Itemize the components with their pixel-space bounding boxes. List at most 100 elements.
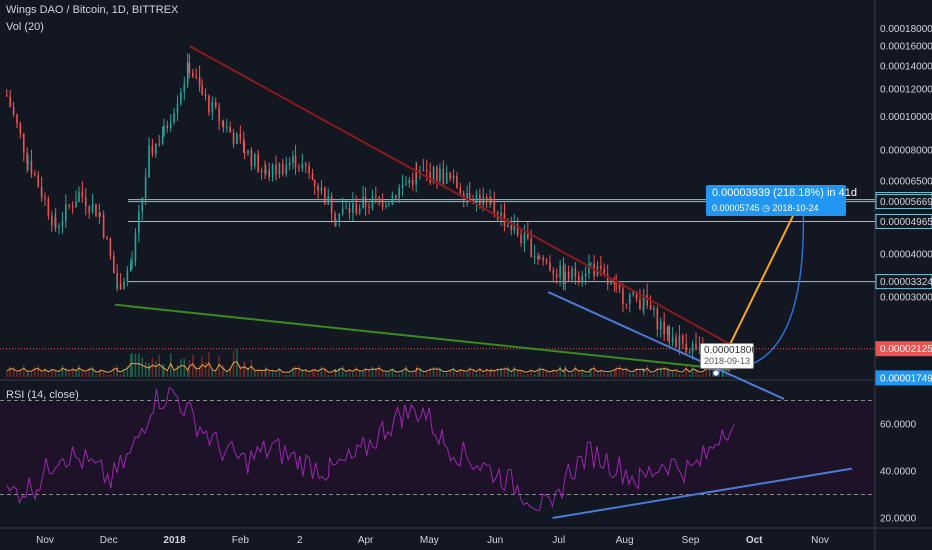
volume-bar bbox=[106, 374, 108, 377]
time-tick-label: Nov bbox=[36, 535, 54, 546]
candle-body bbox=[462, 193, 465, 199]
candle-body bbox=[698, 347, 701, 350]
volume-bar bbox=[439, 368, 441, 377]
volume-bar bbox=[510, 374, 513, 377]
candle-body bbox=[411, 179, 414, 185]
candle-body bbox=[99, 213, 102, 215]
candle-body bbox=[232, 132, 235, 145]
volume-bar bbox=[301, 371, 304, 377]
volume-bar bbox=[313, 368, 316, 377]
candle-body bbox=[126, 270, 129, 282]
candle-body bbox=[646, 294, 648, 306]
candle-body bbox=[218, 107, 220, 122]
time-tick-label: Feb bbox=[232, 535, 250, 546]
volume-bar bbox=[449, 370, 451, 377]
volume-bar bbox=[537, 369, 539, 377]
volume-bar bbox=[282, 374, 284, 377]
candle-body bbox=[449, 172, 451, 179]
start-date-label: 2018-09-13 bbox=[704, 356, 751, 366]
candle-body bbox=[265, 170, 267, 174]
volume-bar bbox=[468, 366, 471, 377]
volume-bar bbox=[603, 372, 606, 377]
volume-bar bbox=[698, 374, 701, 377]
candle-body bbox=[577, 276, 580, 281]
time-tick-label: Dec bbox=[100, 535, 118, 546]
candle-body bbox=[364, 196, 367, 207]
candle-body bbox=[68, 204, 71, 207]
volume-bar bbox=[12, 367, 15, 377]
candle-body bbox=[84, 197, 87, 207]
volume-bar bbox=[613, 369, 616, 377]
wedge-lower-trendline[interactable] bbox=[547, 291, 785, 400]
candle-body bbox=[552, 270, 555, 274]
candle-body bbox=[571, 268, 573, 280]
candle-body bbox=[221, 121, 224, 123]
time-tick-label: 2 bbox=[297, 535, 303, 546]
volume-bar bbox=[40, 372, 43, 377]
price-tick-label: 0.00010000 bbox=[880, 112, 932, 123]
candle-body bbox=[242, 138, 245, 153]
projection-target-date: 2018-10-24 bbox=[772, 203, 819, 213]
volume-bar bbox=[151, 357, 154, 377]
volume-bar bbox=[183, 358, 186, 377]
volume-bar bbox=[218, 355, 220, 377]
candle-body bbox=[530, 238, 533, 258]
volume-bar bbox=[527, 373, 529, 377]
candle-body bbox=[408, 179, 411, 184]
volume-bar bbox=[88, 368, 90, 377]
candle-body bbox=[425, 170, 428, 172]
volume-bar bbox=[144, 361, 147, 377]
volume-bar bbox=[394, 374, 397, 377]
projection-info-line1: 0.00003939 (218.18%) in 41d bbox=[712, 187, 857, 199]
candle-body bbox=[341, 208, 344, 214]
volume-bar bbox=[675, 369, 677, 377]
candle-body bbox=[141, 197, 144, 212]
volume-bar bbox=[408, 374, 411, 377]
candle-body bbox=[610, 282, 612, 285]
volume-bar bbox=[596, 373, 599, 377]
candle-body bbox=[301, 163, 304, 169]
volume-bar bbox=[166, 371, 169, 377]
candle-body bbox=[368, 206, 370, 208]
candle-body bbox=[642, 294, 645, 308]
volume-bar bbox=[294, 365, 297, 377]
volume-bar bbox=[496, 368, 499, 377]
candle-body bbox=[222, 122, 225, 128]
candle-body bbox=[88, 206, 90, 213]
candle-body bbox=[288, 162, 291, 166]
support-trendline[interactable] bbox=[114, 303, 729, 371]
candle-body bbox=[520, 234, 522, 244]
candle-body bbox=[493, 201, 496, 213]
volume-bar bbox=[129, 354, 132, 377]
resistance-trendline[interactable] bbox=[188, 45, 736, 348]
candle-body bbox=[98, 213, 101, 217]
projection-start-point[interactable] bbox=[712, 369, 720, 377]
time-tick-label: Jun bbox=[487, 535, 503, 546]
volume-bar bbox=[47, 374, 50, 377]
candle-body bbox=[186, 62, 189, 85]
volume-bar bbox=[533, 374, 536, 377]
candle-body bbox=[243, 152, 246, 154]
candle-body bbox=[112, 255, 115, 274]
candle-body bbox=[198, 76, 201, 86]
volume-bar bbox=[278, 367, 281, 377]
candle-body bbox=[489, 197, 491, 200]
volume-bar bbox=[429, 368, 431, 377]
candle-body bbox=[183, 84, 186, 93]
time-tick-label: Nov bbox=[811, 535, 829, 546]
candle-body bbox=[116, 283, 118, 289]
candles bbox=[5, 53, 731, 377]
candle-body bbox=[685, 343, 688, 353]
volume-bar bbox=[516, 370, 519, 377]
time-tick-label: Sep bbox=[682, 535, 700, 546]
volume-bar bbox=[317, 372, 319, 377]
candle-body bbox=[47, 198, 50, 216]
volume-bar bbox=[148, 365, 150, 377]
volume-bar bbox=[30, 372, 33, 377]
candle-body bbox=[663, 321, 665, 335]
volume-bar bbox=[292, 367, 294, 377]
candle-body bbox=[54, 217, 57, 228]
rsi-rising-trendline[interactable] bbox=[552, 467, 853, 519]
candle-body bbox=[131, 261, 133, 264]
